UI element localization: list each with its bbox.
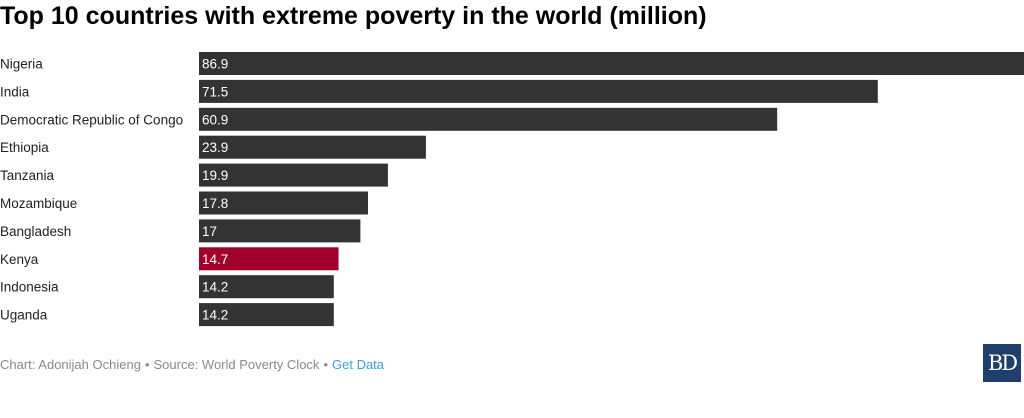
chart-source: Source: World Poverty Clock <box>153 357 320 372</box>
value-label: 23.9 <box>202 140 228 155</box>
value-label: 14.2 <box>202 308 228 323</box>
bars-group: Nigeria 86.9 India 71.5 Democratic Republic … <box>0 52 1024 327</box>
bd-logo: BD <box>983 344 1021 382</box>
get-data-link[interactable]: Get Data <box>332 357 385 372</box>
value-label: 14.2 <box>202 280 228 295</box>
bar <box>199 135 426 159</box>
bar <box>199 275 334 299</box>
category-label: India <box>0 84 30 99</box>
bar <box>199 247 339 271</box>
category-label: Bangladesh <box>0 224 71 239</box>
value-label: 19.9 <box>202 168 228 183</box>
value-label: 14.7 <box>202 252 228 267</box>
chart-title: Top 10 countries with extreme poverty in… <box>0 2 707 30</box>
category-label: Kenya <box>0 252 39 267</box>
footer-separator: • <box>323 357 328 372</box>
bar <box>199 303 334 327</box>
footer-separator: • <box>144 357 150 372</box>
bar <box>199 52 1024 75</box>
chart-author: Chart: Adonijah Ochieng <box>0 357 141 372</box>
value-label: 60.9 <box>202 112 228 127</box>
category-label: Tanzania <box>0 168 55 183</box>
value-label: 17.8 <box>202 196 228 211</box>
bar <box>199 163 388 187</box>
bar-chart: Nigeria 86.9 India 71.5 Democratic Republic … <box>0 52 1024 327</box>
category-label: Democratic Republic of Congo <box>0 112 183 127</box>
chart-footer: Chart: Adonijah Ochieng • Source: World Po… <box>0 357 384 372</box>
bar <box>199 107 778 131</box>
category-label: Nigeria <box>0 57 43 72</box>
category-label: Indonesia <box>0 280 59 295</box>
bar <box>199 191 368 215</box>
category-label: Ethiopia <box>0 140 49 155</box>
category-label: Mozambique <box>0 196 77 211</box>
bar <box>199 79 878 103</box>
category-label: Uganda <box>0 308 48 323</box>
value-label: 86.9 <box>202 57 228 72</box>
value-label: 17 <box>202 224 217 239</box>
bar <box>199 219 361 243</box>
value-label: 71.5 <box>202 84 228 99</box>
